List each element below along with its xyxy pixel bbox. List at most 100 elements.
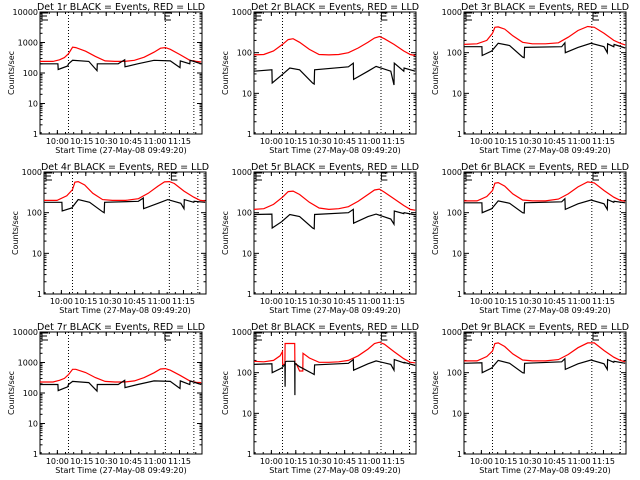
x-tick-label: 11:00: [358, 137, 381, 146]
series-lld: [253, 35, 416, 57]
y-axis-label: Counts/sec: [221, 51, 230, 95]
e-marker: [170, 172, 178, 181]
x-tick-label: 11:00: [144, 137, 167, 146]
e-marker: [380, 172, 388, 181]
y-axis-label: Counts/sec: [431, 51, 440, 95]
x-tick-label: 10:30: [519, 297, 542, 306]
y-tick-label: 1: [247, 450, 252, 459]
x-tick-label: 11:00: [568, 457, 591, 466]
y-tick-label: 1000: [232, 168, 252, 177]
x-tick-label: 11:00: [358, 457, 381, 466]
x-tick-label: 10:45: [543, 457, 566, 466]
x-tick-label: 10:00: [470, 297, 493, 306]
x-axis-label: Start Time (27-May-08 09:49:20): [269, 466, 400, 475]
x-tick-label: 10:15: [284, 297, 307, 306]
plot-frame: [463, 171, 627, 295]
x-tick-label: 10:30: [99, 297, 122, 306]
panel-title: Det 9r BLACK = Events, RED = LLD: [461, 322, 629, 333]
x-tick-label: 10:00: [46, 457, 69, 466]
y-axis-label: Counts/sec: [221, 211, 230, 255]
e-marker: [592, 332, 599, 341]
panel-det-9: Det 9r BLACK = Events, RED = LLD 1 10 100 10…: [431, 322, 629, 475]
e-marker: [592, 172, 599, 181]
y-axis-label: Counts/sec: [7, 371, 16, 415]
x-tick-label: 10:15: [494, 457, 517, 466]
plot-frame: [253, 11, 417, 135]
y-tick-label: 10: [452, 249, 462, 258]
series-lld: [253, 341, 416, 372]
x-axis-label: Start Time (27-May-08 09:49:20): [269, 146, 400, 155]
y-tick-label: 1000: [442, 328, 462, 337]
series-events: [253, 61, 416, 86]
y-tick-label: 1: [247, 130, 252, 139]
series-lld: [463, 25, 626, 46]
series-events: [253, 358, 416, 396]
y-tick-label: 10: [452, 409, 462, 418]
plot-frame: [463, 11, 627, 135]
y-tick-label: 10: [28, 100, 38, 109]
y-tick-label: 10: [242, 249, 252, 258]
panel-title: Det 3r BLACK = Events, RED = LLD: [461, 2, 629, 13]
series-lld: [464, 181, 626, 202]
y-tick-label: 1: [457, 450, 462, 459]
x-tick-label: 10:15: [74, 297, 97, 306]
x-tick-label: 10:15: [70, 457, 93, 466]
y-tick-label: 1000: [18, 39, 38, 48]
x-tick-label: 10:30: [519, 137, 542, 146]
e-marker: [255, 12, 262, 21]
series-events: [40, 379, 202, 393]
y-tick-label: 1000: [442, 168, 462, 177]
x-tick-label: 10:15: [284, 457, 307, 466]
panel-det-5: Det 5r BLACK = Events, RED = LLD 1 10 100 10…: [221, 162, 419, 315]
x-tick-label: 10:00: [470, 457, 493, 466]
panel-det-2: Det 2r BLACK = Events, RED = LLD 1 10 100 10…: [221, 2, 419, 155]
x-tick-label: 10:30: [95, 457, 118, 466]
x-tick-label: 10:30: [309, 457, 332, 466]
x-tick-label: 10:45: [123, 297, 146, 306]
x-tick-label: 11:00: [358, 297, 381, 306]
series-lld: [40, 367, 202, 384]
panel-title: Det 6r BLACK = Events, RED = LLD: [461, 162, 629, 173]
x-tick-label: 10:45: [333, 457, 356, 466]
x-tick-label: 11:00: [568, 137, 591, 146]
y-tick-label: 100: [447, 49, 462, 58]
x-tick-label: 11:15: [172, 297, 195, 306]
y-tick-label: 10: [32, 249, 42, 258]
e-marker: [592, 12, 599, 21]
plot-frame: [253, 171, 417, 295]
y-tick-label: 1: [37, 290, 42, 299]
series-lld: [253, 188, 416, 211]
e-marker: [164, 12, 171, 21]
y-tick-label: 100: [23, 69, 38, 78]
e-marker: [465, 172, 472, 181]
e-marker: [380, 332, 388, 341]
y-tick-label: 100: [237, 49, 252, 58]
y-tick-label: 100: [23, 389, 38, 398]
y-tick-label: 1: [33, 450, 38, 459]
x-tick-label: 11:00: [568, 297, 591, 306]
x-tick-label: 10:45: [543, 137, 566, 146]
x-tick-label: 10:45: [333, 137, 356, 146]
x-tick-label: 11:00: [144, 457, 167, 466]
series-events: [253, 208, 416, 230]
y-tick-label: 1000: [232, 328, 252, 337]
y-tick-label: 10000: [13, 8, 38, 17]
x-tick-label: 10:15: [494, 297, 517, 306]
x-tick-label: 10:30: [309, 137, 332, 146]
x-tick-label: 10:45: [543, 297, 566, 306]
x-tick-label: 11:15: [168, 457, 191, 466]
panel-title: Det 5r BLACK = Events, RED = LLD: [251, 162, 419, 173]
x-tick-label: 10:00: [260, 137, 283, 146]
y-tick-label: 100: [237, 369, 252, 378]
x-tick-label: 11:15: [592, 297, 615, 306]
x-tick-label: 10:15: [494, 137, 517, 146]
x-tick-label: 11:15: [592, 137, 615, 146]
e-marker: [45, 172, 52, 181]
x-tick-label: 10:00: [260, 457, 283, 466]
x-tick-label: 10:15: [284, 137, 307, 146]
series-lld: [40, 46, 202, 63]
e-marker: [380, 12, 388, 21]
panel-det-7: Det 7r BLACK = Events, RED = LLD 1 10 100 10…: [7, 322, 205, 475]
y-tick-label: 100: [447, 209, 462, 218]
y-tick-label: 100: [447, 369, 462, 378]
